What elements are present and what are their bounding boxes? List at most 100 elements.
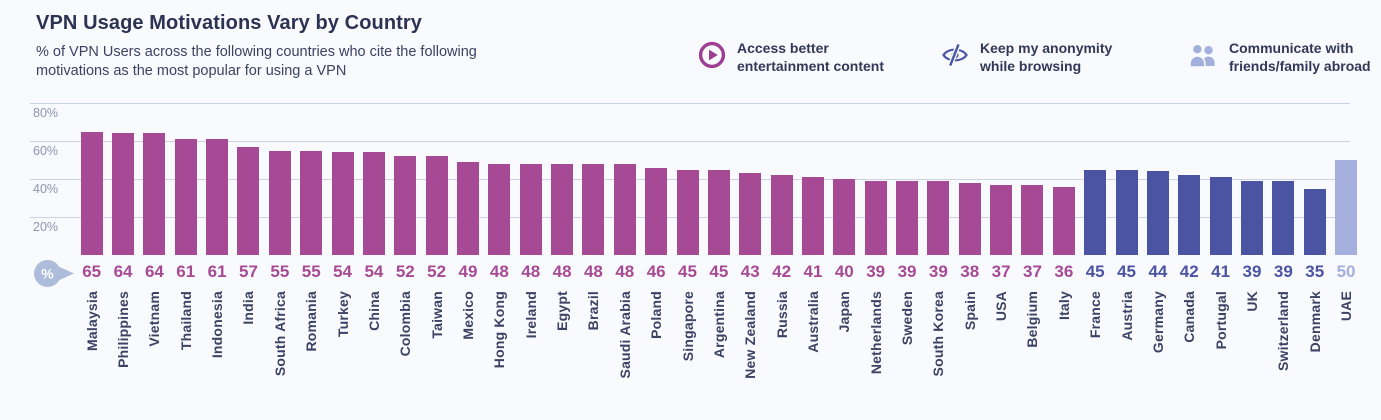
bar-denmark (1303, 188, 1326, 255)
plot-region: 20% 40% 60% 80% 65 Malaysia 64 Philippines 64 Vi… (30, 95, 1362, 379)
bar-column-singapore: 45 Singapore (672, 95, 703, 379)
bar-value: 45 (1117, 262, 1136, 281)
country-label: Denmark (1306, 291, 1323, 353)
country-label: Thailand (177, 291, 194, 351)
bar-thailand (174, 139, 197, 255)
bar-value: 43 (740, 262, 760, 281)
bar-value: 48 (489, 262, 509, 281)
country-label: Netherlands (867, 291, 884, 375)
bar-australia (801, 177, 824, 255)
bar-value: 55 (301, 262, 321, 281)
country-label: Poland (648, 291, 665, 339)
legend-label-anonymity: Keep my anonymity while browsing (980, 40, 1113, 74)
country-label: Australia (804, 291, 821, 353)
gridline-60 (30, 141, 1350, 142)
page-title: VPN Usage Motivations Vary by Country (36, 12, 423, 34)
legend: Access better entertainment content Keep… (698, 40, 1381, 75)
bar-column-south-africa: 55 South Africa (264, 95, 295, 379)
bar-value: 54 (364, 262, 384, 281)
bar-value: 41 (803, 262, 823, 281)
y-tick-label: 20% (33, 220, 59, 234)
bar-column-romania: 55 Romania (296, 95, 327, 379)
bar-column-canada: 42 Canada (1174, 95, 1205, 379)
bar-column-philippines: 64 Philippines (107, 95, 138, 379)
bar-column-hong-kong: 48 Hong Kong (484, 95, 515, 379)
bar-value: 48 (615, 262, 635, 281)
bar-value: 52 (427, 262, 447, 281)
bar-south-korea (927, 180, 950, 255)
bar-column-france: 45 France (1080, 95, 1111, 379)
country-label: Indonesia (209, 291, 226, 359)
bar-mexico (456, 161, 479, 255)
bar-canada (1178, 175, 1201, 255)
country-label: UK (1243, 291, 1260, 312)
bar-column-egypt: 48 Egypt (546, 95, 577, 379)
bar-column-germany: 44 Germany (1142, 95, 1173, 379)
country-label: Taiwan (428, 291, 445, 339)
eye-off-icon (941, 41, 969, 74)
bar-belgium (1021, 184, 1044, 255)
country-label: Austria (1118, 291, 1135, 341)
country-label: New Zealand (742, 291, 759, 379)
bar-austria (1115, 169, 1138, 255)
bar-value: 45 (1085, 262, 1105, 281)
bar-china (362, 152, 385, 255)
country-label: Brazil (585, 291, 602, 331)
bar-value: 36 (1054, 262, 1074, 281)
country-label: India (240, 291, 257, 325)
country-label: Canada (1181, 291, 1198, 343)
country-label: UAE (1338, 291, 1355, 322)
bar-value: 65 (82, 262, 102, 281)
bar-value: 48 (521, 262, 541, 281)
percent-unit-badge: % (34, 260, 78, 292)
bar-column-india: 57 India (233, 95, 264, 379)
bar-value: 54 (333, 262, 353, 281)
gridline-80 (30, 103, 1350, 104)
bar-colombia (394, 156, 417, 255)
bar-column-china: 54 China (358, 95, 389, 379)
bar-column-colombia: 52 Colombia (390, 95, 421, 379)
y-tick-label: 40% (33, 182, 59, 196)
bar-columns: 65 Malaysia 64 Philippines 64 Vietnam 61 Thaila… (76, 95, 1362, 379)
svg-text:%: % (41, 266, 54, 282)
bar-value: 64 (113, 262, 133, 281)
bar-value: 41 (1211, 262, 1231, 281)
bar-value: 61 (176, 262, 196, 281)
bar-column-japan: 40 Japan (829, 95, 860, 379)
play-circle-icon (698, 41, 726, 74)
bar-value: 61 (207, 262, 227, 281)
country-label: Sweden (899, 291, 916, 346)
bar-column-argentina: 45 Argentina (703, 95, 734, 379)
bar-value: 42 (1179, 262, 1199, 281)
bar-new-zealand (739, 173, 762, 255)
bar-value: 45 (709, 262, 729, 281)
bar-ireland (519, 163, 542, 255)
bar-turkey (331, 152, 354, 255)
country-label: China (365, 291, 382, 331)
country-label: Vietnam (146, 291, 163, 347)
country-label: Malaysia (83, 291, 100, 351)
country-label: Egypt (554, 291, 571, 331)
bar-column-netherlands: 39 Netherlands (860, 95, 891, 379)
country-label: USA (993, 291, 1010, 322)
country-label: Japan (836, 291, 853, 333)
bar-column-belgium: 37 Belgium (1017, 95, 1048, 379)
bar-column-turkey: 54 Turkey (327, 95, 358, 379)
country-label: South Africa (271, 291, 288, 377)
bar-value: 57 (239, 262, 258, 281)
legend-item-anonymity: Keep my anonymity while browsing (941, 40, 1142, 75)
bar-value: 37 (991, 262, 1011, 281)
bar-usa (990, 184, 1013, 255)
bar-russia (770, 175, 793, 255)
bar-column-spain: 38 Spain (954, 95, 985, 379)
bar-indonesia (206, 139, 229, 255)
country-label: Turkey (334, 291, 351, 338)
bar-value: 44 (1148, 262, 1168, 281)
bar-poland (645, 167, 668, 255)
country-label: Singapore (679, 291, 696, 362)
page-subtitle: % of VPN Users across the following coun… (36, 44, 477, 80)
country-label: Portugal (1212, 291, 1229, 350)
bar-value: 46 (646, 262, 666, 281)
country-label: Germany (1149, 291, 1166, 354)
bar-vietnam (143, 133, 166, 255)
